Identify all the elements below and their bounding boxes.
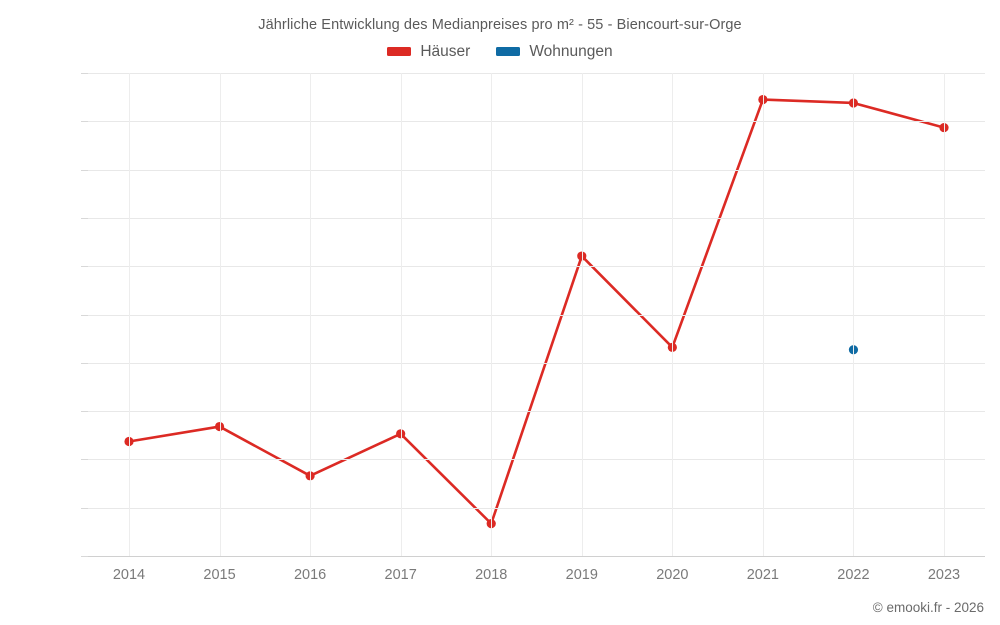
gridline-horizontal (88, 121, 985, 123)
y-axis-tick (81, 507, 88, 509)
gridline-horizontal (88, 266, 985, 268)
gridline-vertical (853, 73, 855, 556)
x-axis-label: 2014 (112, 567, 146, 583)
plot-area: 0 €100 €200 €300 €400 €500 €600 €700 €80… (81, 73, 985, 583)
legend-item-häuser[interactable]: Häuser (387, 44, 470, 60)
legend-swatch-icon (496, 47, 521, 57)
chart-title: Jährliche Entwicklung des Medianpreises … (258, 17, 742, 33)
gridline-horizontal (88, 217, 985, 219)
gridline-horizontal (88, 169, 985, 171)
gridline-vertical (491, 73, 493, 556)
gridline-vertical (762, 73, 764, 556)
y-axis-tick (81, 556, 88, 557)
y-axis-tick (81, 169, 88, 171)
gridline-horizontal (88, 362, 985, 364)
x-axis-label: 2020 (656, 567, 689, 583)
legend-item-wohnungen[interactable]: Wohnungen (496, 43, 613, 60)
series-line-häuser (127, 98, 946, 525)
chart-legend: Häuser Wohnungen (0, 44, 1000, 60)
gridline-vertical (219, 73, 221, 556)
legend-label: Wohnungen (529, 43, 613, 60)
y-axis-tick (81, 121, 88, 123)
x-axis-label: 2018 (475, 567, 508, 583)
y-axis-tick (81, 266, 88, 268)
gridline-vertical (129, 73, 130, 556)
gridline-vertical (672, 73, 674, 556)
gridline-horizontal (88, 411, 985, 413)
x-axis-label: 2021 (746, 567, 780, 583)
gridline-vertical (310, 73, 312, 556)
x-axis-label: 2015 (203, 567, 236, 583)
x-axis-label: 2019 (565, 567, 598, 583)
y-axis-tick (81, 73, 88, 74)
gridline-horizontal (88, 556, 985, 557)
gridline-vertical (944, 73, 945, 556)
gridline-horizontal (88, 73, 985, 74)
legend-swatch-icon (387, 47, 412, 57)
gridline-horizontal (88, 507, 985, 509)
x-axis-label: 2022 (837, 567, 870, 583)
y-axis-tick (81, 217, 88, 219)
y-axis-tick (81, 459, 88, 461)
gridline-vertical (400, 73, 402, 556)
x-axis-label: 2016 (293, 567, 327, 583)
y-axis-tick (81, 314, 88, 316)
x-axis-label: 2017 (384, 567, 417, 583)
footer-credit: © emooki.fr - 2026 (872, 600, 984, 615)
x-axis-label: 2023 (927, 567, 961, 583)
gridline-horizontal (88, 459, 985, 461)
y-axis-tick (81, 362, 88, 364)
legend-label: Häuser (420, 43, 471, 60)
gridline-horizontal (88, 314, 985, 316)
gridline-vertical (581, 73, 583, 556)
y-axis-tick (81, 411, 88, 413)
